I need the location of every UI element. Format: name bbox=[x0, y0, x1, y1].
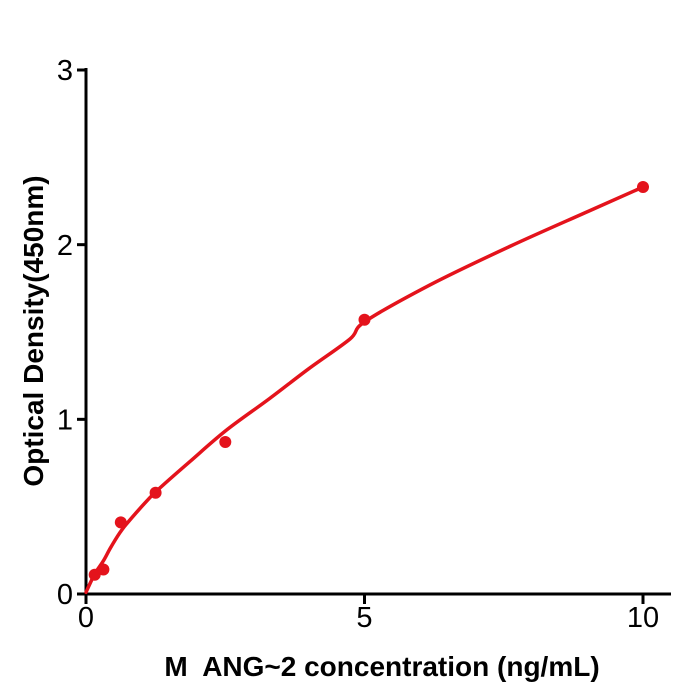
tick-label: 0 bbox=[57, 579, 73, 611]
tick-label: 10 bbox=[627, 602, 659, 634]
x-axis-title: M ANG~2 concentration (ng/mL) bbox=[164, 651, 599, 682]
tick-label: 5 bbox=[356, 602, 372, 634]
data-point bbox=[114, 516, 127, 529]
y-axis-title: Optical Density(450nm) bbox=[18, 175, 49, 486]
tick-label: 2 bbox=[57, 230, 73, 262]
data-point bbox=[97, 563, 110, 576]
data-point bbox=[219, 436, 232, 448]
y-axis-ticks: 0 1 2 3 bbox=[57, 55, 86, 611]
data-points bbox=[88, 181, 649, 581]
tick-label: 0 bbox=[78, 602, 94, 634]
tick-label: 3 bbox=[57, 55, 73, 87]
data-point bbox=[88, 568, 101, 581]
x-axis-ticks: 0 5 10 bbox=[78, 594, 659, 634]
data-point bbox=[637, 181, 649, 193]
data-point bbox=[358, 313, 371, 326]
fit-curve-line bbox=[84, 185, 645, 595]
tick-label: 1 bbox=[57, 404, 73, 436]
data-point bbox=[149, 486, 162, 499]
